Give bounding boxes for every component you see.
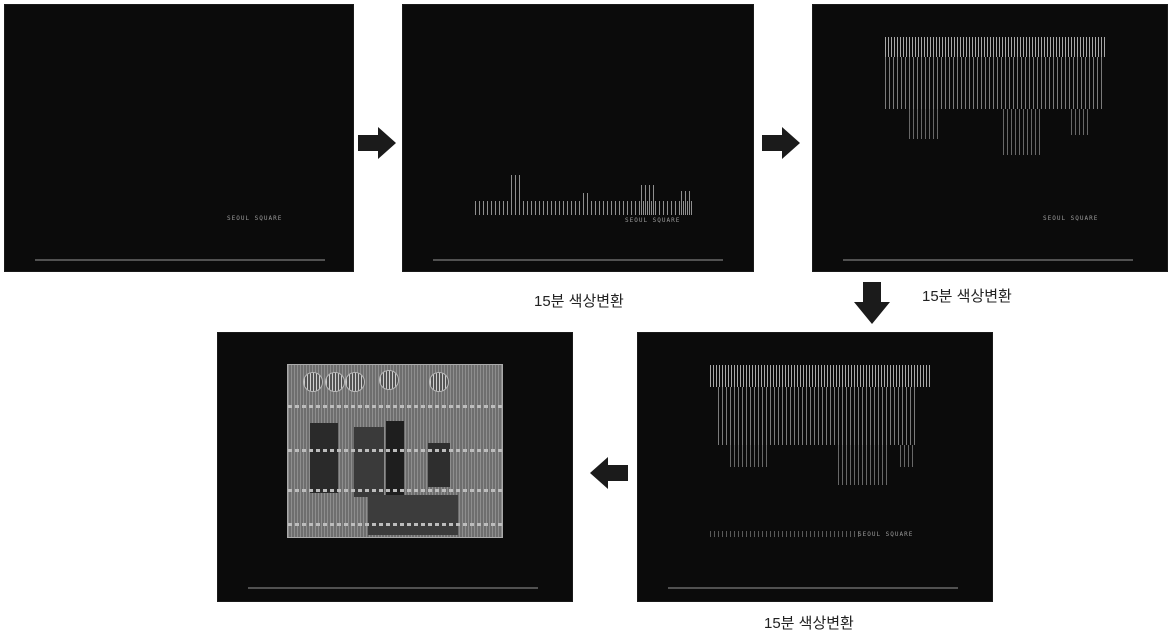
panel-4-light-drip [900, 445, 916, 467]
panel-5-figure [428, 443, 450, 487]
panel-5-floor-line [248, 587, 538, 589]
panel-5-figure [310, 423, 338, 493]
screen-panel-4: SEOUL SQUARE [638, 333, 992, 601]
panel-3-light-drip [1071, 109, 1091, 135]
panel-4-light-drip [838, 445, 888, 485]
panel-3-light-drip [909, 109, 939, 139]
panel-2-light-peak [641, 185, 655, 215]
screen-panel-1: SEOUL SQUARE [5, 5, 353, 271]
caption-color-change: 15분 색상변환 [534, 293, 624, 310]
panel-4-light-drip [718, 387, 918, 445]
panel-5-colored-image [288, 365, 502, 537]
panel-5-bulb [346, 373, 364, 391]
panel-5-bulb [304, 373, 322, 391]
arrow-right-icon [762, 127, 800, 159]
screen-panel-3: SEOUL SQUARE [813, 5, 1167, 271]
panel-5-figure [368, 495, 458, 535]
caption-color-change: 15분 색상변환 [922, 288, 1012, 305]
panel-4-tag: SEOUL SQUARE [858, 531, 914, 538]
panel-2-light-peak [583, 193, 591, 215]
panel-5-bulb [430, 373, 448, 391]
panel-2-light-peak [681, 191, 691, 215]
panel-3-floor-line [843, 259, 1133, 261]
panel-4-floor-line [668, 587, 958, 589]
screen-panel-5 [218, 333, 572, 601]
panel-5-light-band [288, 405, 502, 408]
arrow-down-icon [854, 282, 890, 324]
panel-4-light-bars [710, 365, 930, 387]
panel-5-bulb [380, 371, 398, 389]
panel-4-light-drip [730, 445, 770, 467]
panel-5-light-band [288, 449, 502, 452]
panel-5-bulb [326, 373, 344, 391]
screen-panel-2: SEOUL SQUARE [403, 5, 753, 271]
panel-2-floor-line [433, 259, 723, 261]
panel-2-light-peak [511, 175, 521, 215]
panel-2-tag: SEOUL SQUARE [625, 217, 681, 224]
panel-3-light-bars [885, 37, 1105, 57]
arrow-right-icon [358, 127, 396, 159]
arrow-left-icon [590, 457, 628, 489]
panel-5-light-band [288, 489, 502, 492]
panel-3-tag: SEOUL SQUARE [1043, 215, 1099, 222]
panel-1-tag: SEOUL SQUARE [227, 215, 283, 222]
caption-color-change: 15분 색상변환 [764, 615, 854, 632]
panel-5-figure [386, 421, 404, 501]
panel-5-figure [354, 427, 384, 497]
panel-5-light-band [288, 523, 502, 526]
panel-3-light-drip [1003, 109, 1043, 155]
panel-4-bottom-bars [710, 531, 860, 537]
panel-1-floor-line [35, 259, 325, 261]
panel-3-light-drip [885, 57, 1105, 109]
